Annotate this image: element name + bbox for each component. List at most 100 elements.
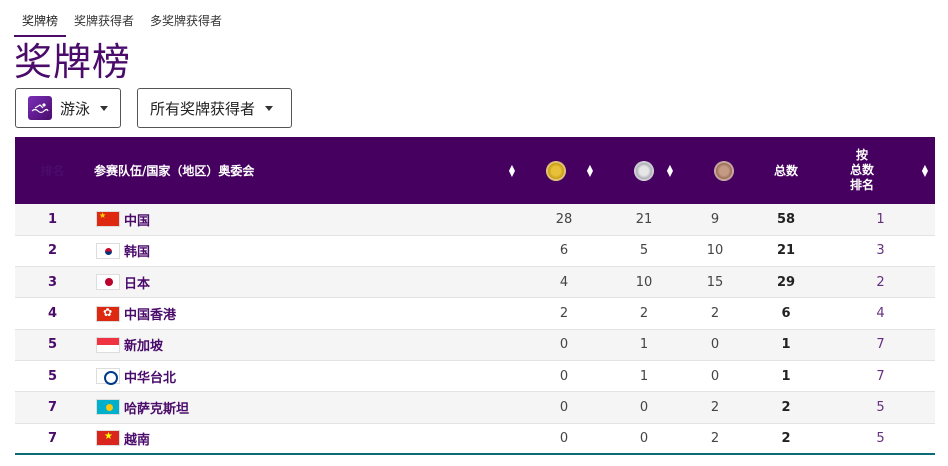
winners-filter-dropdown[interactable]: 所有奖牌获得者 — [137, 88, 292, 128]
silver-count: 0 — [639, 430, 649, 446]
tab-multi-medal-winners[interactable]: 多奖牌获得者 — [150, 14, 223, 28]
sort-icon[interactable]: ▲ ▼ — [586, 162, 594, 178]
rank-by-total: 3 — [876, 243, 885, 259]
total-count: 21 — [776, 243, 796, 259]
header-gold[interactable]: ▲ ▼ — [524, 137, 604, 204]
chevron-down-icon — [265, 105, 274, 111]
sort-icon[interactable]: ▲ ▼ — [666, 162, 674, 178]
flag-hk-icon — [96, 305, 120, 322]
team-cell[interactable]: 中国 — [90, 204, 524, 235]
header-bronze[interactable] — [684, 137, 746, 204]
silver-count: 21 — [635, 211, 653, 227]
gold-count: 4 — [559, 274, 569, 290]
medal-table: 排名 参赛队伍/国家（地区）奥委会 ▲ ▼ ▲ ▼ ▲ ▼ — [15, 137, 935, 455]
team-cell[interactable]: 新加坡 — [90, 329, 524, 360]
table-row: 4 中国香港 2 2 2 6 4 — [15, 298, 935, 330]
total-count: 29 — [776, 274, 796, 290]
header-rank: 排名 — [40, 164, 65, 178]
flag-kr-icon — [96, 242, 120, 259]
silver-count: 1 — [639, 337, 649, 353]
header-rank-by-total[interactable]: 按 总数 排名 ▲ ▼ — [826, 137, 935, 204]
team-cell[interactable]: 中华台北 — [90, 360, 524, 391]
rank-cell: 5 — [47, 337, 58, 353]
rank-by-total: 7 — [876, 337, 885, 353]
bronze-count: 15 — [706, 274, 724, 290]
header-team[interactable]: 参赛队伍/国家（地区）奥委会 ▲ ▼ — [90, 137, 524, 204]
gold-count: 28 — [555, 211, 573, 227]
table-row: 5 中华台北 0 1 0 1 7 — [15, 360, 935, 392]
rank-cell: 7 — [47, 399, 58, 415]
flag-vn-icon — [96, 430, 120, 447]
total-count: 2 — [781, 399, 791, 415]
silver-count: 5 — [639, 243, 649, 259]
team-cell[interactable]: 中国香港 — [90, 298, 524, 329]
total-count: 2 — [781, 430, 791, 446]
bronze-count: 10 — [706, 243, 724, 259]
tab-medal-table[interactable]: 奖牌榜 — [14, 8, 67, 37]
sport-filter-dropdown[interactable]: 游泳 — [15, 88, 121, 128]
table-row: 2 韩国 6 5 10 21 3 — [15, 235, 935, 267]
rank-by-total: 7 — [876, 368, 885, 384]
rank-cell: 1 — [47, 211, 58, 227]
bronze-count: 2 — [710, 430, 720, 446]
header-total[interactable]: 总数 — [773, 164, 798, 178]
silver-count: 1 — [639, 368, 649, 384]
rank-cell: 2 — [47, 243, 58, 259]
winners-filter-label: 所有奖牌获得者 — [150, 99, 256, 118]
gold-count: 2 — [559, 306, 569, 322]
team-name-link[interactable]: 日本 — [124, 276, 151, 292]
team-name-link[interactable]: 中国 — [124, 213, 151, 229]
rank-cell: 5 — [47, 368, 58, 384]
gold-count: 0 — [559, 399, 569, 415]
table-row: 1 中国 28 21 9 58 1 — [15, 204, 935, 236]
table-row: 3 日本 4 10 15 29 2 — [15, 266, 935, 298]
sort-icon[interactable]: ▲ ▼ — [508, 162, 516, 178]
bronze-count: 9 — [710, 211, 720, 227]
sort-icon[interactable]: ▲ ▼ — [921, 162, 929, 178]
gold-count: 0 — [559, 430, 569, 446]
flag-jp-icon — [96, 274, 120, 291]
silver-count: 2 — [639, 306, 649, 322]
table-row: 5 新加坡 0 1 0 1 7 — [15, 329, 935, 361]
gold-count: 0 — [559, 368, 569, 384]
bronze-medal-icon — [714, 160, 734, 181]
team-cell[interactable]: 哈萨克斯坦 — [90, 392, 524, 423]
rank-by-total: 5 — [876, 430, 885, 446]
flag-kz-icon — [96, 399, 120, 416]
bronze-count: 2 — [710, 306, 720, 322]
total-count: 6 — [781, 306, 791, 322]
table-header-row: 排名 参赛队伍/国家（地区）奥委会 ▲ ▼ ▲ ▼ ▲ ▼ — [15, 137, 935, 204]
silver-medal-icon — [634, 160, 654, 181]
team-name-link[interactable]: 越南 — [124, 432, 151, 448]
total-count: 58 — [776, 211, 796, 227]
swimming-icon — [28, 96, 52, 120]
chevron-down-icon — [100, 105, 108, 111]
header-rank-by-total-line1: 按 — [856, 148, 869, 162]
team-name-link[interactable]: 中华台北 — [124, 370, 177, 386]
bronze-count: 2 — [710, 399, 720, 415]
team-cell[interactable]: 越南 — [90, 423, 524, 454]
team-cell[interactable]: 韩国 — [90, 235, 524, 266]
flag-cn-icon — [96, 211, 120, 228]
rank-cell: 3 — [47, 274, 58, 290]
silver-count: 0 — [639, 399, 649, 415]
gold-medal-icon — [546, 160, 566, 181]
total-count: 1 — [781, 337, 791, 353]
table-row: 7 越南 0 0 2 2 5 — [15, 423, 935, 455]
bronze-count: 0 — [710, 368, 720, 384]
team-name-link[interactable]: 韩国 — [124, 245, 151, 261]
table-row: 7 哈萨克斯坦 0 0 2 2 5 — [15, 391, 935, 424]
rank-by-total: 4 — [876, 306, 885, 322]
rank-cell: 4 — [47, 306, 58, 322]
team-name-link[interactable]: 哈萨克斯坦 — [124, 401, 190, 417]
flag-sg-icon — [96, 336, 120, 353]
team-name-link[interactable]: 新加坡 — [124, 339, 164, 355]
rank-by-total: 2 — [876, 274, 885, 290]
team-name-link[interactable]: 中国香港 — [124, 308, 177, 324]
header-silver[interactable]: ▲ ▼ — [604, 137, 684, 204]
rank-by-total: 5 — [876, 399, 885, 415]
header-rank-by-total-line3: 排名 — [850, 178, 875, 192]
tab-medal-winners[interactable]: 奖牌获得者 — [74, 14, 135, 28]
medal-nav-tabs: 奖牌榜 奖牌获得者 多奖牌获得者 — [14, 8, 230, 37]
team-cell[interactable]: 日本 — [90, 267, 524, 298]
